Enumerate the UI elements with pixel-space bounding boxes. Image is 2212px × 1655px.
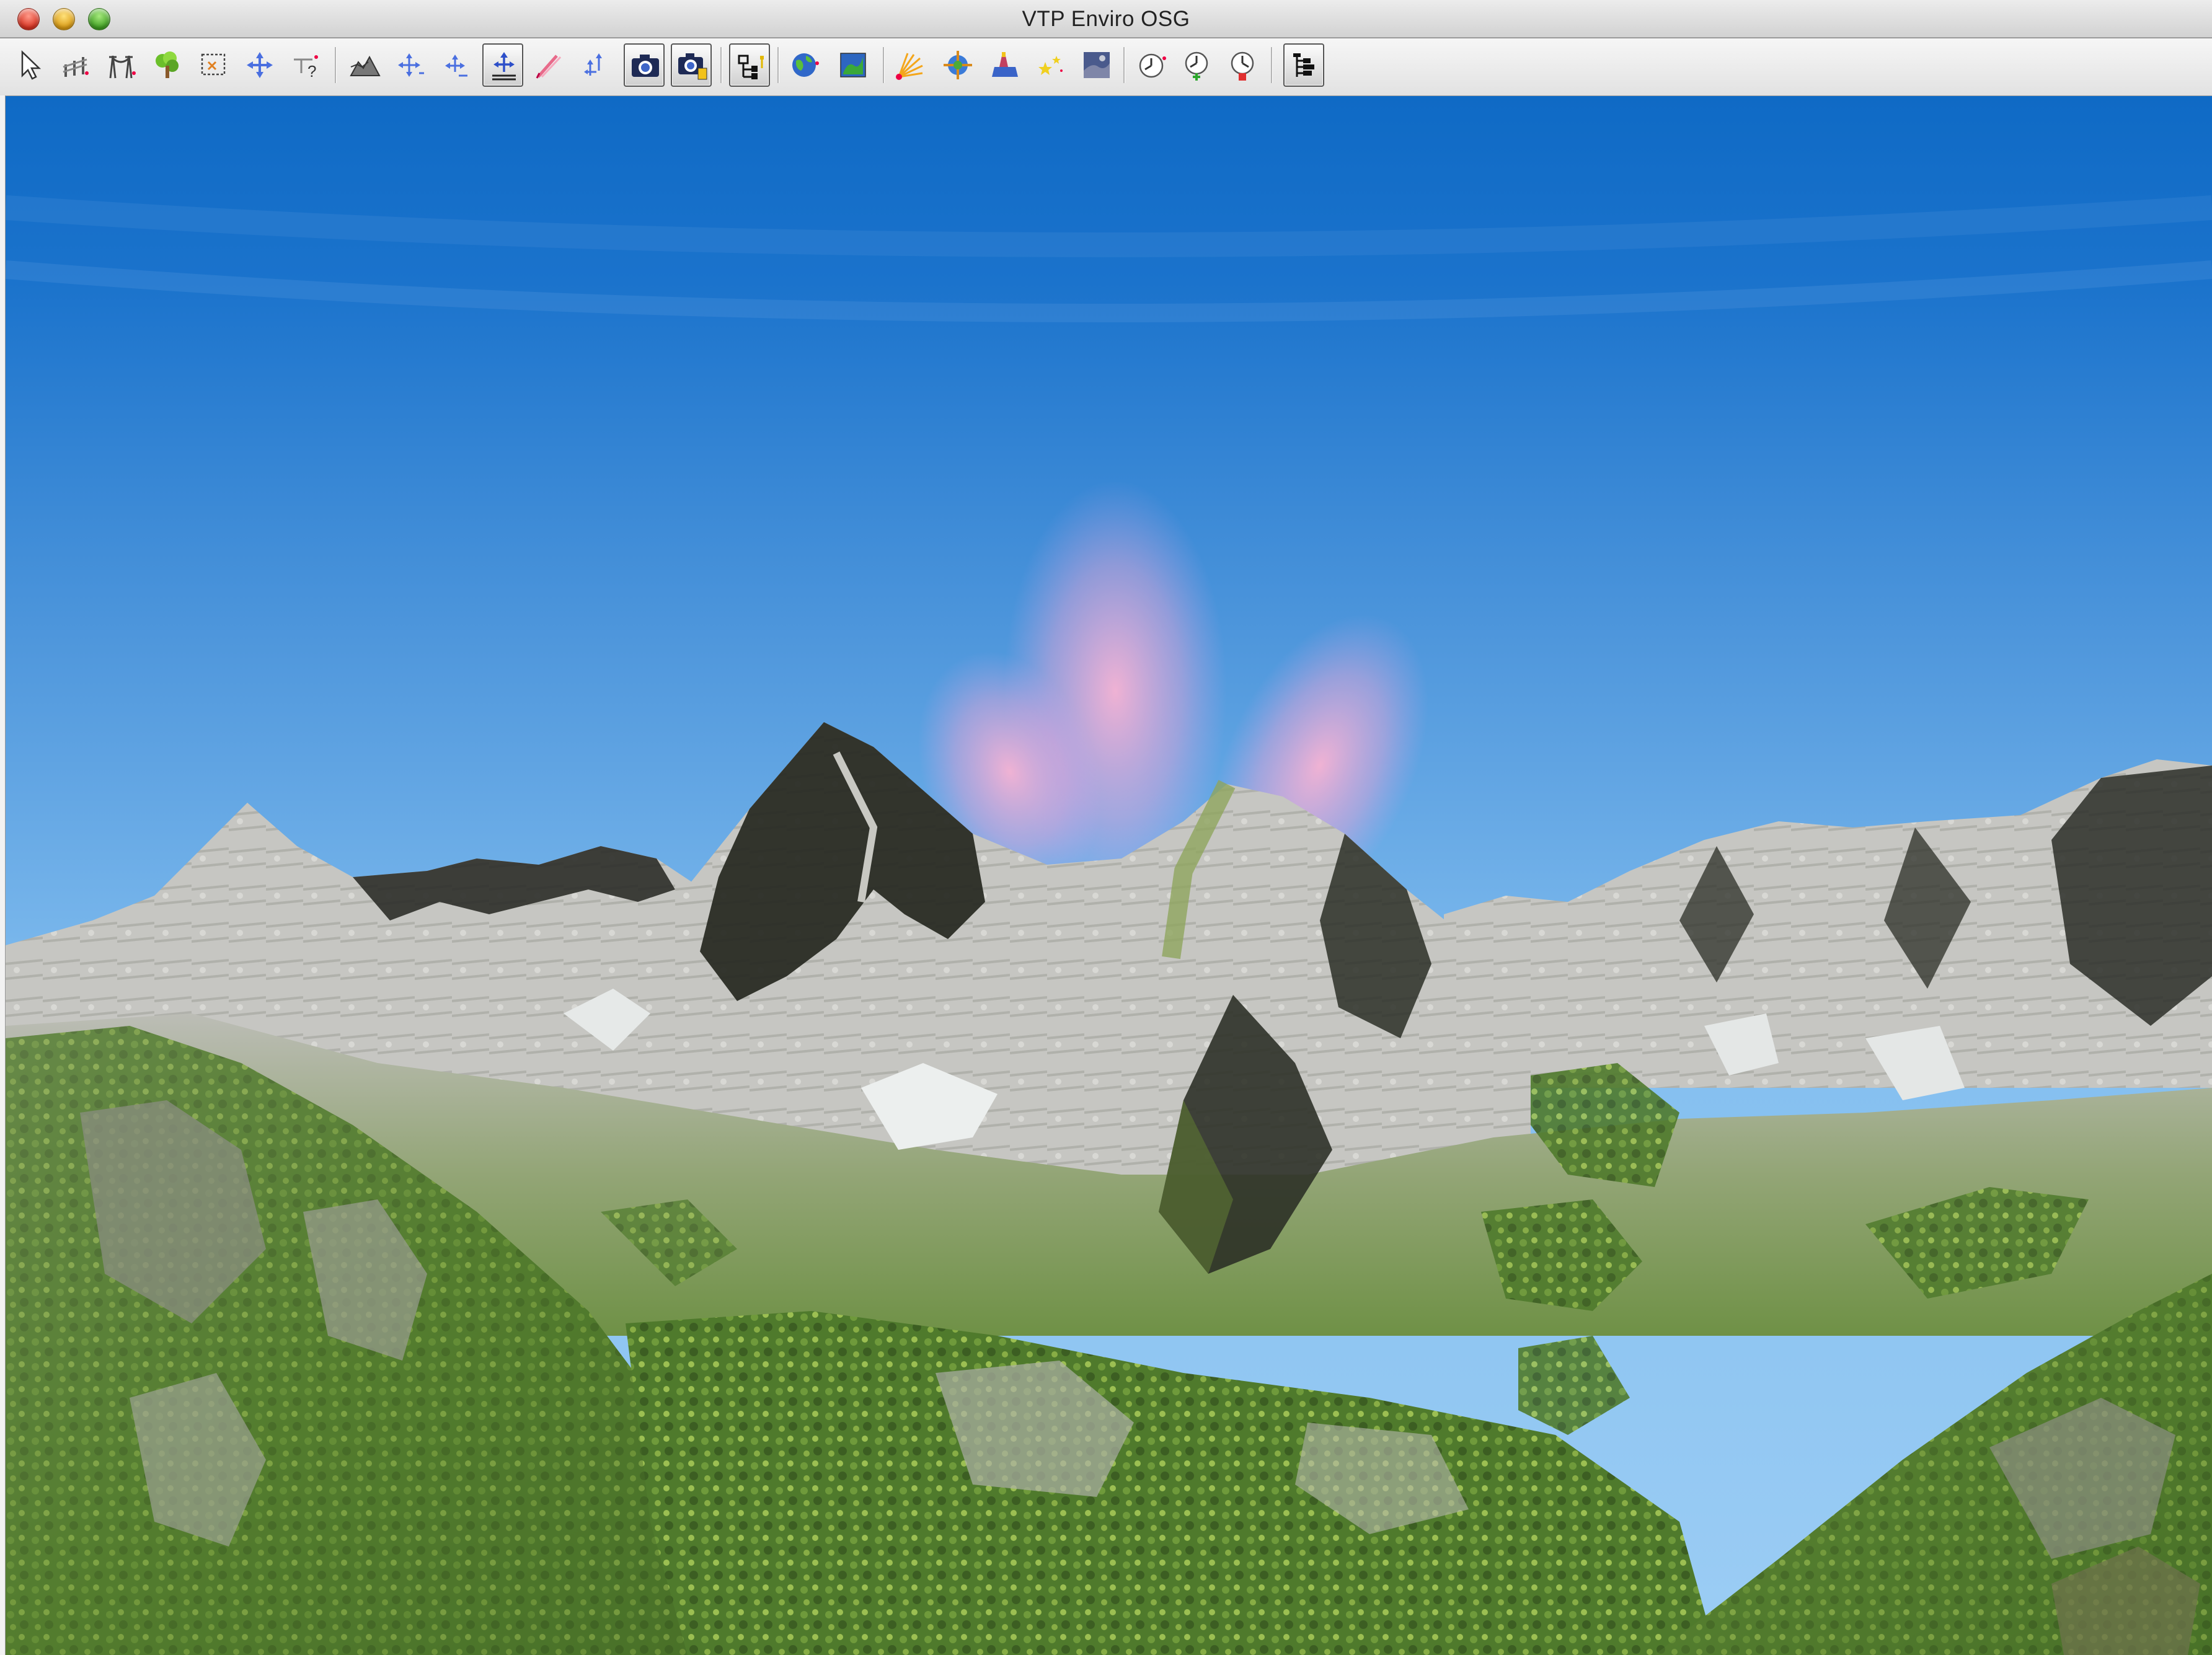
tree-view-button[interactable] (1283, 43, 1324, 87)
sky-image-icon (1084, 52, 1110, 78)
layers-button[interactable] (937, 43, 978, 87)
minimize-window-button[interactable] (53, 8, 75, 30)
grab-pivot-button[interactable] (482, 43, 523, 87)
left-panel-edge (0, 95, 6, 1655)
terrain-flyer-button[interactable] (345, 43, 386, 87)
camera-numbered-icon (678, 53, 707, 80)
move-cross-icon (247, 52, 273, 78)
scene-graph-icon (738, 55, 764, 79)
grab-pivot-icon (492, 52, 516, 81)
window-title: VTP Enviro OSG (1022, 7, 1190, 31)
culture-button[interactable] (984, 43, 1025, 87)
tree-icon (156, 51, 179, 78)
panorama-icon (536, 55, 562, 79)
time-faster-button[interactable] (1178, 43, 1219, 87)
quake-nav-icon (584, 53, 602, 76)
nav-flyer-button[interactable] (391, 43, 431, 87)
zoom-window-button[interactable] (88, 8, 110, 30)
select-box-button[interactable] (193, 43, 234, 87)
terrain-icon (350, 55, 381, 76)
sun-rays-icon (896, 53, 923, 80)
building-icon (992, 52, 1018, 77)
toolbar-separator (1271, 47, 1273, 83)
power-route-icon (109, 55, 136, 79)
sky-texture-button[interactable] (1076, 43, 1117, 87)
stars-button[interactable] (1030, 43, 1071, 87)
map-overview-button[interactable] (833, 43, 874, 87)
toolbar-separator (1123, 47, 1125, 83)
terrain-scene (6, 96, 2212, 1655)
arrow-cursor-icon (21, 50, 42, 80)
clock-faster-icon (1185, 51, 1208, 81)
globe-icon (792, 53, 819, 77)
3d-viewport[interactable] (6, 96, 2212, 1655)
time-button[interactable] (1132, 43, 1173, 87)
scene-graph-button[interactable] (729, 43, 770, 87)
info-tool-button[interactable]: ? (285, 43, 326, 87)
tree-view-icon (1293, 53, 1314, 77)
clock-icon (1139, 53, 1166, 78)
fly-icon (445, 55, 467, 77)
camera-icon (632, 55, 659, 77)
quake-nav-button[interactable] (574, 43, 615, 87)
svg-text:?: ? (307, 62, 316, 81)
toolbar-separator (777, 47, 779, 83)
route-tool-button[interactable] (102, 43, 143, 87)
title-bar: VTP Enviro OSG (0, 0, 2212, 38)
globe-button[interactable] (785, 43, 826, 87)
select-tool-button[interactable] (10, 43, 51, 87)
compass-icon (944, 51, 972, 79)
stars-icon (1038, 56, 1063, 75)
fence-tool-button[interactable] (56, 43, 97, 87)
toolbar: ? (0, 38, 2212, 97)
plant-tool-button[interactable] (148, 43, 188, 87)
close-window-button[interactable] (17, 8, 40, 30)
time-stop-button[interactable] (1224, 43, 1265, 87)
lights-button[interactable] (890, 43, 931, 87)
toolbar-separator (883, 47, 885, 83)
info-query-icon: ? (294, 55, 318, 81)
navigate-icon (398, 53, 424, 77)
fence-icon (63, 57, 89, 77)
vtfly-button[interactable] (436, 43, 477, 87)
panorama-flyer-button[interactable] (528, 43, 569, 87)
snapshot-button[interactable] (624, 43, 665, 87)
toolbar-separator (335, 47, 337, 83)
toolbar-separator (720, 47, 722, 83)
map-icon (840, 53, 866, 77)
clock-stop-icon (1231, 51, 1254, 81)
snapshot-numbered-button[interactable] (671, 43, 712, 87)
select-box-icon (201, 53, 226, 76)
move-tool-button[interactable] (239, 43, 280, 87)
